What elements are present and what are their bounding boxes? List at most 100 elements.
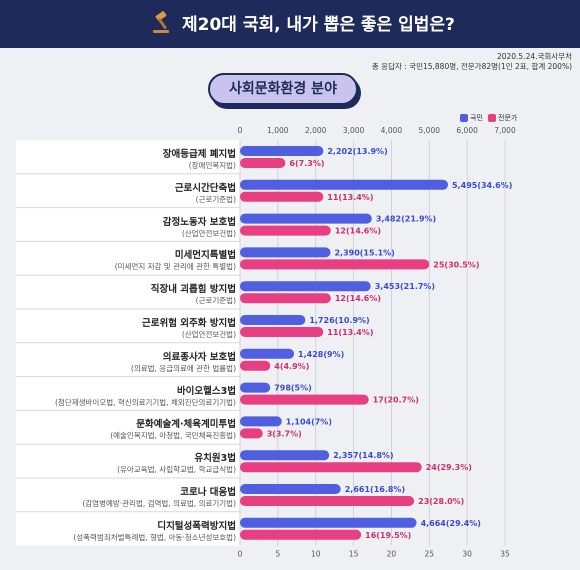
- data-label-citizen: 2,661(16.8%): [345, 485, 405, 494]
- category-name: 디지털성폭력방지법: [157, 520, 236, 532]
- bar-expert: [240, 225, 331, 236]
- data-label-citizen: 5,495(34.6%): [452, 181, 512, 190]
- header-banner: 제20대 국회, 내가 뽑은 좋은 입법은?: [0, 0, 580, 48]
- bar-expert: [240, 428, 263, 439]
- data-label-expert: 23(28.0%): [418, 497, 464, 506]
- tick-bottom: 5: [275, 550, 280, 559]
- data-label-citizen: 1,428(9%): [298, 350, 344, 359]
- bar-citizen: [240, 416, 282, 427]
- tick-bottom: 0: [238, 550, 243, 559]
- data-label-citizen: 3,482(21.9%): [376, 215, 436, 224]
- category-subtitle: (유아교육법, 사립학교법, 학교급식법): [117, 465, 236, 475]
- date-source: 2020.5.24.국회사무처: [496, 52, 572, 61]
- respondents-note: 총 응답자 : 국민15,880명, 전문가82명(1인 2표, 합계 200%…: [371, 62, 572, 71]
- tick-bottom: 15: [349, 550, 359, 559]
- tick-top: 3,000: [343, 126, 365, 135]
- tick-top: 0: [238, 126, 243, 135]
- data-label-expert: 6(7.3%): [289, 159, 324, 168]
- category-name: 코로나 대응법: [180, 487, 236, 498]
- tick-top: 2,000: [305, 126, 327, 135]
- data-label-expert: 25(30.5%): [433, 260, 479, 269]
- bar-citizen: [240, 247, 331, 258]
- bar-citizen: [240, 179, 449, 190]
- category-name: 의료종사자 보호법: [162, 351, 236, 363]
- category-subtitle: (감염병예방·관리법, 검역법, 의료법, 의료기기법): [82, 499, 236, 508]
- category-name: 바이오헬스3법: [176, 385, 236, 397]
- category-subtitle: (예술인복지법, 아청법, 국민체육진흥법): [110, 431, 236, 441]
- data-label-citizen: 2,202(13.9%): [327, 147, 387, 156]
- bar-citizen: [240, 517, 417, 528]
- category-name: 직장내 괴롭힘 방지법: [150, 284, 236, 296]
- data-label-expert: 4(4.9%): [274, 362, 309, 371]
- data-label-expert: 11(13.4%): [327, 193, 373, 202]
- bar-expert: [240, 394, 369, 405]
- bar-expert: [240, 158, 286, 168]
- bar-expert: [240, 293, 331, 304]
- bar-citizen: [240, 213, 372, 224]
- category-name: 유치원3법: [194, 453, 236, 465]
- category-name: 근로시간단축법: [174, 182, 236, 194]
- bar-expert: [240, 496, 415, 506]
- data-label-expert: 16(19.5%): [365, 531, 411, 540]
- tick-top: 5,000: [419, 126, 441, 135]
- bar-expert: [240, 529, 362, 540]
- category-subtitle: (첨단재생바이오법, 혁신의료기기법, 체외진단의료기기법): [55, 397, 236, 407]
- legend-citizen-label: 국민: [470, 114, 483, 122]
- bar-citizen: [240, 281, 371, 292]
- bar-expert: [240, 327, 324, 337]
- tick-bottom: 30: [462, 550, 472, 559]
- category-subtitle: (산업안전보건법): [181, 330, 236, 339]
- bar-expert: [240, 259, 430, 270]
- bar-expert: [240, 191, 324, 202]
- category-subtitle: (성폭력범죄처벌특례법, 형법, 아동·청소년성보호법): [73, 532, 236, 542]
- data-label-expert: 17(20.7%): [373, 396, 419, 405]
- category-name: 미세먼지특별법: [174, 250, 236, 262]
- category-name: 근로위험 외주화 방지법: [141, 318, 236, 329]
- data-label-expert: 24(29.3%): [426, 463, 472, 472]
- data-label-citizen: 4,664(29.4%): [421, 519, 481, 528]
- category-subtitle: (근로기준법): [195, 296, 236, 306]
- tick-top: 1,000: [267, 126, 289, 135]
- legend-citizen-swatch: [460, 114, 468, 122]
- tick-top: 7,000: [494, 126, 516, 135]
- legend-citizen: 국민: [460, 113, 483, 123]
- category-subtitle: (미세먼지 저감 및 관리에 관한 특별법): [114, 262, 236, 272]
- legend-expert: 전문가: [488, 113, 517, 123]
- bar-citizen: [240, 146, 324, 156]
- bar-citizen: [240, 484, 341, 494]
- bar-expert: [240, 360, 271, 371]
- data-label-citizen: 2,390(15.1%): [334, 248, 394, 257]
- bar-citizen: [240, 315, 306, 325]
- data-label-expert: 11(13.4%): [327, 328, 373, 337]
- category-name: 장애등급제 폐지법: [162, 149, 236, 160]
- page-title: 제20대 국회, 내가 뽑은 좋은 입법은?: [182, 15, 455, 35]
- section-title: 사회문화환경 분야: [208, 73, 358, 105]
- category-subtitle: (근로기준법): [195, 194, 236, 204]
- gavel-icon: [153, 11, 169, 33]
- legend-expert-label: 전문가: [498, 114, 518, 122]
- data-label-citizen: 1,726(10.9%): [309, 316, 369, 325]
- tick-bottom: 35: [500, 550, 510, 559]
- data-label-citizen: 798(5%): [274, 384, 312, 393]
- section-title-pill: 사회문화환경 분야: [208, 73, 361, 109]
- data-label-citizen: 3,453(21.7%): [375, 282, 435, 291]
- category-name: 감정노동자 보호법: [162, 216, 236, 228]
- category-name: 문화예술계·체육계미투법: [136, 419, 236, 431]
- tick-top: 4,000: [381, 126, 403, 135]
- bar-citizen: [240, 348, 295, 359]
- data-label-expert: 3(3.7%): [267, 429, 302, 438]
- data-label-citizen: 2,357(14.8%): [333, 451, 393, 460]
- category-subtitle: (의료법, 응급의료에 관한 법률법): [130, 363, 236, 373]
- tick-bottom: 20: [387, 550, 397, 559]
- category-subtitle: (산업안전보건법): [181, 228, 236, 238]
- legend-expert-swatch: [488, 114, 496, 122]
- data-label-expert: 12(14.6%): [335, 294, 381, 303]
- tick-top: 6,000: [456, 126, 478, 135]
- bar-citizen: [240, 450, 330, 461]
- tick-bottom: 10: [311, 550, 321, 559]
- bar-expert: [240, 462, 422, 473]
- data-label-expert: 12(14.6%): [335, 227, 381, 236]
- category-subtitle: (장애인복지법): [188, 161, 236, 170]
